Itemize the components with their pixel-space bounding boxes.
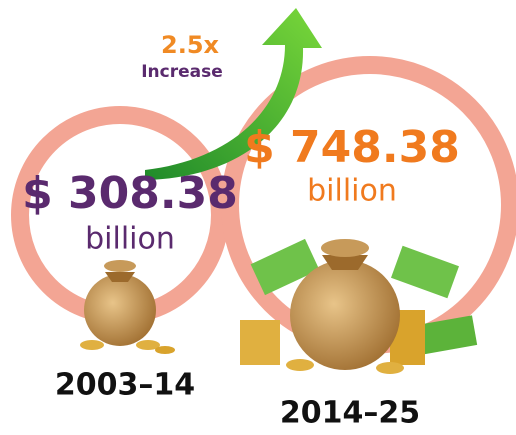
years-right: 2014–25 [280,396,420,431]
amount-right: $ 748.38 [244,122,460,173]
unit-right: billion [307,174,397,209]
increase-label: Increase [141,62,223,82]
large-money-bag [240,238,478,374]
amount-left: $ 308.38 [22,168,238,219]
growth-arrow [145,8,322,180]
small-money-bag [80,260,175,354]
years-left: 2003–14 [55,368,195,403]
unit-left: billion [85,222,175,257]
increase-factor: 2.5x [161,31,220,59]
